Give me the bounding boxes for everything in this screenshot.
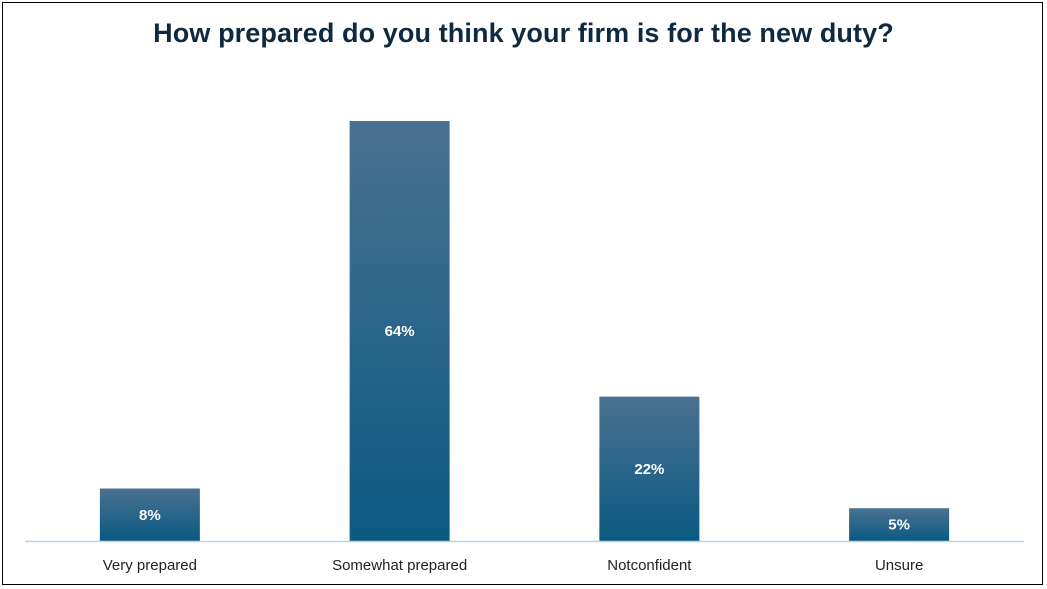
category-label: Somewhat prepared: [332, 557, 467, 574]
bar-value-label: 8%: [139, 507, 161, 524]
bar-unsure: [849, 508, 950, 541]
bar-somewhat-prepared: [349, 121, 450, 541]
bar-value-label: 5%: [888, 517, 910, 534]
bar-value-label: 64%: [385, 323, 415, 340]
bars-group: 8% Very prepared 64% Somewhat prepared 22% No…: [99, 121, 950, 574]
chart-title: How prepared do you think your firm is f…: [153, 18, 894, 48]
category-label: Unsure: [875, 557, 923, 574]
bar-value-label: 22%: [634, 461, 664, 478]
category-label: Notconfident: [607, 557, 692, 574]
bar-very-prepared: [99, 488, 200, 541]
bar-notconfident: [599, 396, 700, 541]
category-label: Very prepared: [103, 557, 197, 574]
